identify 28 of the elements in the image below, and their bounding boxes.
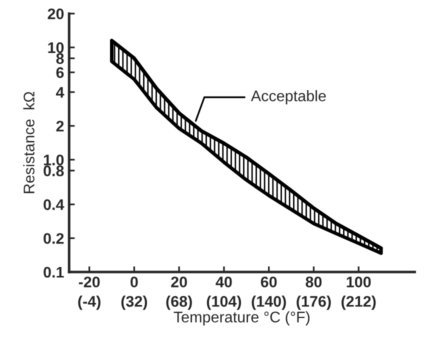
x2-tick-label: (32) bbox=[121, 296, 148, 310]
x-tick-label: 100 bbox=[346, 276, 371, 288]
y-tick-label: 8 bbox=[56, 53, 64, 64]
y-tick-label: 0.2 bbox=[44, 233, 64, 244]
y-tick-label: 1.0 bbox=[44, 154, 64, 166]
x2-tick-label: (176) bbox=[296, 296, 331, 310]
y-axis-title: Resistance kΩ bbox=[23, 92, 34, 194]
x2-tick-label: (212) bbox=[342, 296, 376, 310]
y-tick-label: 0.8 bbox=[44, 165, 64, 176]
x2-tick-label: (140) bbox=[252, 296, 286, 310]
x-tick-label: 60 bbox=[260, 276, 277, 288]
x2-tick-label: (-4) bbox=[78, 296, 100, 310]
x-tick-label: 40 bbox=[216, 276, 232, 288]
x-axis-title: Temperature °C (°F) bbox=[174, 311, 310, 326]
y-tick-label: 2 bbox=[56, 120, 64, 132]
y-tick-label: 10 bbox=[48, 42, 64, 54]
y-tick-label: 0.4 bbox=[44, 199, 64, 210]
y-tick-label: 0.1 bbox=[44, 266, 64, 278]
x-tick-label: 0 bbox=[130, 276, 138, 288]
y-tick-label: 20 bbox=[48, 8, 64, 20]
x-tick-label: 80 bbox=[306, 276, 322, 288]
x-tick-label: -20 bbox=[78, 276, 100, 288]
x-tick-label: 20 bbox=[171, 276, 187, 288]
annotation: Acceptable bbox=[250, 90, 326, 104]
y-tick-label: 6 bbox=[56, 67, 64, 78]
y-tick-label: 4 bbox=[56, 87, 64, 98]
x2-tick-label: (104) bbox=[206, 296, 242, 310]
x2-tick-label: (68) bbox=[166, 296, 192, 310]
